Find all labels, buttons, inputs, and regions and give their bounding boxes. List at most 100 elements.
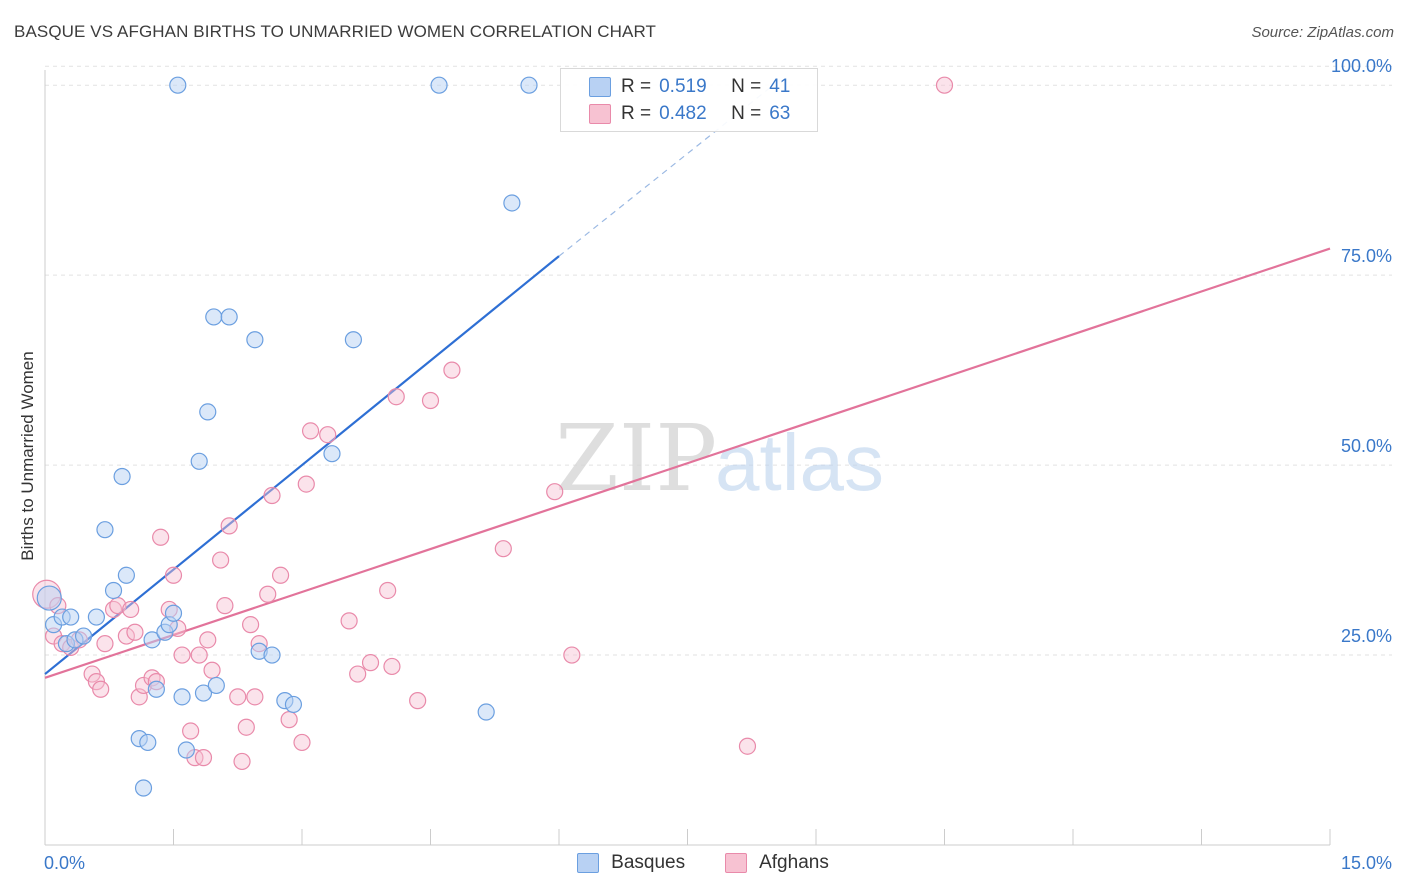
afghan-point [173,646,191,664]
afghan-point [126,623,144,641]
watermark-atlas: atlas [715,418,884,507]
basque-point [173,688,191,706]
basque-point [62,608,80,626]
legend-item-basques[interactable]: Basques [577,852,685,874]
afghan-point [738,737,757,755]
afghan-point [190,646,208,664]
afghan-point [546,483,564,501]
basque-point [104,581,123,600]
afghan-point [340,612,358,630]
afghan-point [319,426,337,444]
basque-point [477,703,495,721]
afghan-point [293,733,311,752]
legend-r-label: R = [621,76,652,97]
legend-basque-r: 0.519 [659,76,707,97]
watermark-zip: ZIP [555,405,717,512]
afghan-point [216,597,234,615]
y-tick-label: 25.0% [1341,626,1392,646]
basque-point [344,331,362,349]
legend-afghan-n: 63 [769,103,791,124]
afghan-point [421,391,440,410]
afghans-swatch [725,853,748,873]
x-tick-label-max: 15.0% [1341,853,1392,873]
afghan-point [152,528,170,546]
basque-point [194,684,213,702]
legend-basques-label: Basques [611,852,686,873]
afghan-point [242,616,260,634]
afghan-point [92,680,110,698]
afghan-point [263,486,281,505]
basque-point [220,308,238,326]
y-tick-label: 100.0% [1331,56,1392,76]
basque-point [284,695,303,714]
afghan-point [271,566,290,584]
basque-point [134,779,153,797]
x-tick-label-min: 0.0% [44,853,85,873]
y-tick-labels: 25.0% 50.0% 75.0% 100.0% [1331,56,1392,646]
basque-point [74,627,93,645]
afghan-point [212,551,230,569]
basque-point [199,403,217,421]
legend-n-label: N = [731,103,762,124]
basque-point [430,76,448,94]
trend-lines [44,84,1331,679]
afghan-point [246,688,264,706]
afghan-point [349,665,367,683]
legend-row-afghan: R = 0.482 N = 63 [589,101,790,127]
afghan-point [297,475,315,493]
afghan-point [387,388,405,406]
legend-afghans-label: Afghans [759,852,829,873]
series-legend: Basques Afghans [0,852,1406,874]
basque-point [207,676,225,695]
axes [44,70,1331,846]
afghan-point [361,654,380,672]
basque-point [520,76,538,94]
afghan-point [563,646,581,664]
y-tick-label: 50.0% [1341,436,1392,456]
afghan-point [164,566,183,584]
afghan-point [301,422,320,440]
basque-point [246,331,264,349]
basque-points [36,76,538,797]
basque-point [87,608,106,626]
afghan-point [220,517,238,535]
legend-r-label: R = [621,103,652,124]
afghan-point [935,76,954,94]
basque-point [164,604,183,622]
afghan-point [494,540,512,558]
afghan-point [383,657,401,676]
basque-point [147,680,165,698]
afghan-point [229,688,247,706]
afghan-point [259,585,277,603]
basque-point [263,646,281,664]
afghan-point [117,627,135,645]
x-tick-labels: 0.0% 15.0% [44,853,1392,873]
legend-item-afghans[interactable]: Afghans [725,852,829,874]
afghan-point [203,661,221,679]
afghan-trend-line [44,247,1331,679]
basque-trend-extension [558,84,774,257]
y-axis-label: Births to Unmarried Women [18,351,37,560]
afghan-point [199,631,217,649]
afghan-point [280,711,298,729]
afghan-point [122,600,140,619]
afghan-point [237,718,255,736]
afghan-point [194,749,213,767]
chart-title: BASQUE VS AFGHAN BIRTHS TO UNMARRIED WOM… [14,22,657,41]
basques-swatch [577,853,600,873]
basque-trend-line [44,255,560,675]
afghan-point [182,722,200,740]
basque-point [36,585,62,611]
legend-afghan-r: 0.482 [659,103,707,124]
basque-point [143,631,161,649]
basque-point [139,733,157,752]
gridlines [45,65,1392,656]
basque-point [190,452,208,470]
afghan-point [443,361,461,379]
basque-point [177,741,195,759]
basque-point [205,308,223,326]
afghan-point [96,635,114,653]
basque-point [117,566,135,584]
legend-basque-n: 41 [769,76,791,97]
